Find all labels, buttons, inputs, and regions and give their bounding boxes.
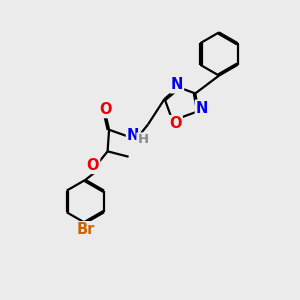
Text: Br: Br (76, 222, 94, 237)
Text: H: H (137, 134, 148, 146)
Text: O: O (99, 102, 112, 117)
Text: N: N (196, 101, 208, 116)
Text: O: O (169, 116, 182, 131)
Text: O: O (87, 158, 99, 173)
Text: N: N (171, 77, 183, 92)
Text: N: N (127, 128, 139, 143)
